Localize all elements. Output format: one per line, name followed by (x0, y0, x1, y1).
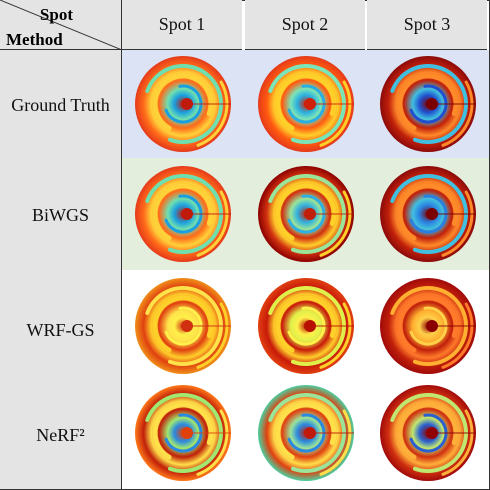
disc-ring-arc (275, 402, 337, 460)
disc-ring-arc (409, 413, 448, 453)
disc-center (304, 98, 316, 110)
disc-ring-arc (390, 393, 468, 473)
disc-ring-arc (164, 84, 203, 124)
disc-center (181, 320, 193, 332)
disc-ring-arc (268, 64, 346, 144)
disc-ring-arc (152, 73, 214, 131)
heatmap-disc (258, 385, 354, 481)
disc-ring-arc (390, 64, 468, 144)
row-label-biwgs: BiWGS (31, 205, 89, 225)
method-header-label: Method (6, 30, 63, 49)
disc-center (181, 427, 193, 439)
disc-ring-arc (164, 306, 203, 346)
disc-ring-arc (441, 80, 474, 147)
heatmap-disc (135, 56, 231, 152)
disc-ring-arc (287, 413, 326, 453)
disc-ring-arc (196, 302, 229, 369)
heatmap-disc (380, 278, 476, 374)
disc-ring-arc (275, 295, 337, 353)
disc-ring-arc (287, 194, 326, 234)
disc-ring-arc (397, 295, 459, 353)
disc-center (304, 427, 316, 439)
disc-ring-arc (152, 183, 214, 241)
disc-ring-arc (268, 393, 346, 473)
heatmap-disc (258, 56, 354, 152)
method-column: Ground Truth BiWGS WRF-GS NeRF² (0, 50, 122, 489)
row-label-nerf2: NeRF² (36, 425, 85, 445)
disc-ring-arc (152, 402, 214, 460)
disc-ring-arc (319, 190, 352, 257)
disc-ring-arc (196, 80, 229, 147)
disc-center (426, 208, 438, 220)
heatmap-disc (135, 166, 231, 262)
heatmap-disc (258, 166, 354, 262)
disc-ring-arc (397, 73, 459, 131)
disc-ring-arc (287, 84, 326, 124)
disc-ring-arc (287, 306, 326, 346)
disc-ring-arc (390, 286, 468, 366)
heatmap-disc (380, 166, 476, 262)
disc-ring-arc (196, 190, 229, 257)
corner-header-cell: Spot Method (0, 0, 122, 50)
heatmap-disc (258, 278, 354, 374)
disc-ring-arc (441, 302, 474, 369)
row-label-ground-truth: Ground Truth (11, 95, 110, 115)
heatmap-disc (380, 385, 476, 481)
disc-center (426, 427, 438, 439)
disc-ring-arc (145, 174, 223, 254)
heatmap-disc (135, 385, 231, 481)
disc-ring-arc (152, 295, 214, 353)
disc-ring-arc (319, 302, 352, 369)
heatmap-disc (135, 278, 231, 374)
disc-ring-arc (390, 174, 468, 254)
disc-ring-arc (196, 409, 229, 476)
disc-ring-arc (268, 174, 346, 254)
disc-ring-arc (397, 402, 459, 460)
disc-ring-arc (441, 190, 474, 257)
disc-ring-arc (441, 409, 474, 476)
disc-center (304, 320, 316, 332)
disc-ring-arc (145, 393, 223, 473)
column-header-spot-2: Spot 2 (245, 0, 365, 50)
disc-ring-arc (164, 194, 203, 234)
disc-ring-arc (145, 286, 223, 366)
disc-ring-arc (409, 306, 448, 346)
disc-ring-arc (268, 286, 346, 366)
disc-ring-arc (319, 80, 352, 147)
disc-ring-arc (275, 73, 337, 131)
column-header-spot-3: Spot 3 (367, 0, 487, 50)
disc-ring-arc (145, 64, 223, 144)
disc-center (426, 98, 438, 110)
disc-center (426, 320, 438, 332)
disc-center (304, 208, 316, 220)
spot-header-label: Spot (39, 5, 73, 24)
heatmap-disc (380, 56, 476, 152)
disc-ring-arc (319, 409, 352, 476)
disc-center (181, 208, 193, 220)
column-header-spot-1: Spot 1 (122, 0, 242, 50)
disc-ring-arc (397, 183, 459, 241)
disc-ring-arc (409, 84, 448, 124)
disc-ring-arc (275, 183, 337, 241)
disc-ring-arc (164, 413, 203, 453)
disc-ring-arc (409, 194, 448, 234)
row-label-wrf-gs: WRF-GS (26, 320, 95, 340)
disc-center (181, 98, 193, 110)
diagonal-divider (0, 0, 122, 50)
